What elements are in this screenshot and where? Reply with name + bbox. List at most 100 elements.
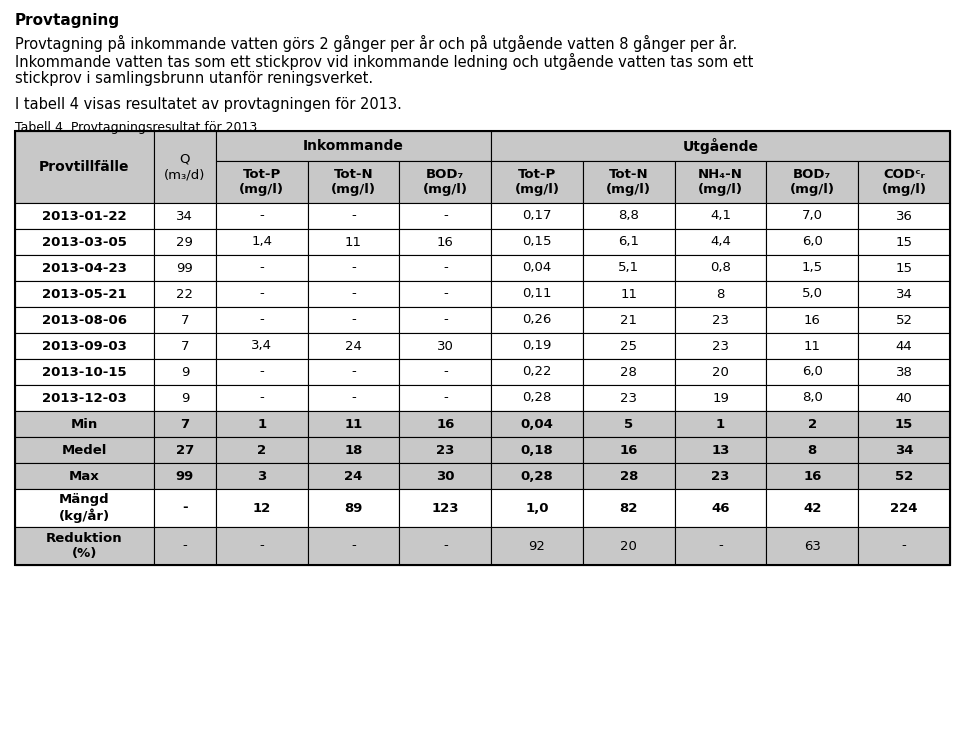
Text: 11: 11 bbox=[345, 417, 363, 431]
Text: 28: 28 bbox=[619, 469, 638, 482]
Bar bbox=[492, 131, 950, 161]
Text: 52: 52 bbox=[896, 314, 913, 327]
Bar bbox=[766, 333, 858, 359]
Text: 24: 24 bbox=[345, 469, 363, 482]
Text: -: - bbox=[182, 501, 188, 515]
Text: -: - bbox=[901, 539, 906, 553]
Bar bbox=[154, 229, 216, 255]
Text: stickprov i samlingsbrunn utanför reningsverket.: stickprov i samlingsbrunn utanför rening… bbox=[15, 71, 373, 86]
Text: 0,04: 0,04 bbox=[522, 262, 552, 275]
Text: 23: 23 bbox=[712, 314, 729, 327]
Bar bbox=[583, 281, 675, 307]
Text: -: - bbox=[351, 314, 356, 327]
Bar bbox=[307, 161, 399, 203]
Bar bbox=[492, 463, 583, 489]
Bar bbox=[15, 131, 950, 565]
Bar bbox=[216, 255, 307, 281]
Text: -: - bbox=[351, 210, 356, 222]
Bar bbox=[307, 527, 399, 565]
Text: 6,0: 6,0 bbox=[802, 366, 823, 379]
Text: -: - bbox=[351, 392, 356, 404]
Bar bbox=[307, 229, 399, 255]
Text: 82: 82 bbox=[619, 501, 638, 515]
Bar bbox=[766, 255, 858, 281]
Bar bbox=[154, 281, 216, 307]
Bar bbox=[399, 281, 492, 307]
Bar bbox=[15, 489, 154, 527]
Text: 5,1: 5,1 bbox=[618, 262, 639, 275]
Text: 0,28: 0,28 bbox=[520, 469, 553, 482]
Bar bbox=[766, 229, 858, 255]
Bar bbox=[492, 229, 583, 255]
Bar bbox=[216, 463, 307, 489]
Text: 1: 1 bbox=[716, 417, 725, 431]
Bar bbox=[583, 437, 675, 463]
Bar bbox=[858, 385, 950, 411]
Text: 19: 19 bbox=[712, 392, 729, 404]
Text: 0,15: 0,15 bbox=[522, 235, 552, 249]
Bar bbox=[216, 281, 307, 307]
Bar bbox=[675, 359, 766, 385]
Bar bbox=[492, 489, 583, 527]
Bar bbox=[675, 203, 766, 229]
Text: Medel: Medel bbox=[61, 444, 108, 456]
Bar bbox=[154, 385, 216, 411]
Text: 1,4: 1,4 bbox=[252, 235, 273, 249]
Text: NH₄-N
(mg/l): NH₄-N (mg/l) bbox=[698, 168, 743, 196]
Bar bbox=[15, 307, 154, 333]
Text: 8,0: 8,0 bbox=[802, 392, 823, 404]
Text: 23: 23 bbox=[712, 339, 729, 352]
Bar bbox=[583, 161, 675, 203]
Bar bbox=[15, 203, 154, 229]
Text: 5: 5 bbox=[624, 417, 634, 431]
Bar bbox=[399, 255, 492, 281]
Text: 30: 30 bbox=[436, 469, 454, 482]
Text: 20: 20 bbox=[620, 539, 637, 553]
Text: 0,26: 0,26 bbox=[522, 314, 552, 327]
Bar bbox=[216, 161, 307, 203]
Bar bbox=[858, 161, 950, 203]
Bar bbox=[15, 437, 154, 463]
Text: Tot-P
(mg/l): Tot-P (mg/l) bbox=[239, 168, 284, 196]
Bar bbox=[858, 437, 950, 463]
Text: Provtagning på inkommande vatten görs 2 gånger per år och på utgående vatten 8 g: Provtagning på inkommande vatten görs 2 … bbox=[15, 35, 737, 52]
Text: 16: 16 bbox=[437, 235, 454, 249]
Text: 4,4: 4,4 bbox=[710, 235, 731, 249]
Bar bbox=[154, 359, 216, 385]
Text: 16: 16 bbox=[619, 444, 638, 456]
Bar bbox=[307, 255, 399, 281]
Bar bbox=[154, 333, 216, 359]
Text: 2013-01-22: 2013-01-22 bbox=[42, 210, 127, 222]
Bar bbox=[399, 203, 492, 229]
Text: 7,0: 7,0 bbox=[802, 210, 823, 222]
Text: BOD₇
(mg/l): BOD₇ (mg/l) bbox=[422, 168, 468, 196]
Text: I tabell 4 visas resultatet av provtagningen för 2013.: I tabell 4 visas resultatet av provtagni… bbox=[15, 97, 402, 112]
Bar bbox=[15, 411, 154, 437]
Bar bbox=[675, 385, 766, 411]
Bar bbox=[675, 333, 766, 359]
Text: -: - bbox=[259, 392, 264, 404]
Text: Utgående: Utgående bbox=[683, 138, 758, 154]
Text: 15: 15 bbox=[896, 235, 913, 249]
Text: 224: 224 bbox=[890, 501, 918, 515]
Bar bbox=[154, 255, 216, 281]
Text: 6,1: 6,1 bbox=[618, 235, 639, 249]
Bar bbox=[307, 203, 399, 229]
Bar bbox=[307, 385, 399, 411]
Text: 2: 2 bbox=[807, 417, 817, 431]
Text: 23: 23 bbox=[620, 392, 637, 404]
Bar bbox=[154, 203, 216, 229]
Text: -: - bbox=[259, 210, 264, 222]
Bar bbox=[154, 527, 216, 565]
Bar bbox=[766, 281, 858, 307]
Text: 0,11: 0,11 bbox=[522, 287, 552, 300]
Bar bbox=[858, 411, 950, 437]
Text: 0,17: 0,17 bbox=[522, 210, 552, 222]
Text: 46: 46 bbox=[711, 501, 730, 515]
Text: Max: Max bbox=[69, 469, 100, 482]
Text: -: - bbox=[718, 539, 723, 553]
Bar bbox=[675, 161, 766, 203]
Bar bbox=[15, 359, 154, 385]
Text: 44: 44 bbox=[896, 339, 913, 352]
Bar bbox=[583, 255, 675, 281]
